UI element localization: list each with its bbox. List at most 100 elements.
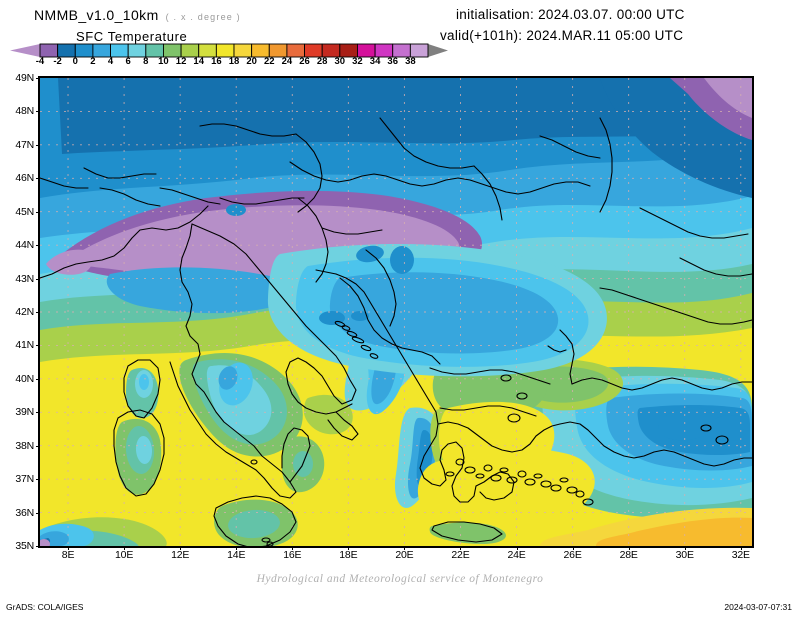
latitude-tick-mark [36,345,40,346]
map-outline [475,471,515,501]
longitude-tick-mark [348,546,349,550]
colorbar-tick: 14 [193,56,205,67]
model-units: ( . x . degree ) [165,12,241,22]
cold-dot-austria [226,204,246,216]
longitude-tick-label: 20E [395,549,414,561]
cold-dot-hungary-2 [351,311,369,321]
colorbar-tick: 10 [158,56,169,67]
island-outline [455,458,465,466]
map-outline [559,421,752,467]
longitude-tick-label: 8E [61,549,75,561]
latitude-tick-mark [36,212,40,213]
map-outline [547,345,567,353]
levant-orange-deep [596,517,752,546]
colorbar-tick: 16 [211,56,222,67]
island-outline [483,464,493,472]
map-canvas [38,76,754,548]
map-outline [40,177,89,189]
latitude-tick-label: 45N [15,205,34,218]
longitude-tick-mark [404,546,405,550]
island-outline [506,476,518,484]
sardinia-inner-core [135,436,153,464]
corsica-inner-core [139,374,149,390]
map-outline [281,427,311,483]
apulia-green [303,394,353,435]
valid-time: valid(+101h): 2024.MAR.11 05:00 UTC [440,28,684,43]
apennines-deep-core [218,366,238,390]
latitude-tick-mark [36,111,40,112]
model-title: NMMB_v1.0_10km ( . x . degree ) [34,7,241,23]
longitude-tick-label: 24E [507,549,526,561]
island-outline [559,477,569,483]
island-outline [566,486,578,494]
map-outline [365,249,397,327]
island-outline [464,466,476,474]
colorbar-under-arrow [10,44,40,57]
colorbar-tick: -4 [35,56,45,67]
map-outline [321,227,383,235]
map-outline [169,223,297,499]
service-credit: Hydrological and Meteorological service … [256,573,544,585]
latitude-tick-mark [36,446,40,447]
map-outline [559,329,575,385]
colorbar-swatches [10,43,448,58]
island-outline [575,490,585,498]
longitude-tick-mark [124,546,125,550]
model-name: NMMB_v1.0_10km [34,7,159,23]
latitude-tick-label: 48N [15,105,34,118]
island-outline [540,480,552,488]
map-outline [123,359,161,419]
latitude-tick-mark [36,379,40,380]
island-outline [346,330,358,338]
cold-dot-moldova [390,246,414,274]
latitude-tick-mark [36,412,40,413]
map-outline [297,197,329,283]
map-outline [335,273,477,503]
colorbar-tick: -2 [53,56,62,67]
longitude-tick-mark [236,546,237,550]
island-outline [351,336,365,344]
colorbar-tick: 2 [90,56,96,67]
map-outline [289,161,591,195]
longitude-tick-mark [741,546,742,550]
longitude-tick-mark [573,546,574,550]
latitude-tick-mark [36,546,40,547]
longitude-tick-mark [68,546,69,550]
anatolia-cold-spot [658,407,718,441]
island-outline [582,498,594,506]
render-timestamp: 2024-03-07-07:31 [724,602,792,612]
longitude-tick-label: 14E [227,549,246,561]
latitude-tick-label: 41N [15,339,34,352]
colorbar-tick: 36 [387,56,399,67]
colorbar-tick: 32 [352,56,363,67]
map-outline [99,187,161,207]
colorbar-tick: 18 [228,56,240,67]
map-outline [473,165,503,221]
island-outline [517,470,527,478]
map-outline [379,117,475,169]
island-outline [250,459,258,465]
latitude-tick-label: 38N [15,439,34,452]
colorbar: -4 -2 0 2 4 6 8 10 12 14 16 18 20 22 24 26 28 30 32 34 36 38 [4,42,450,72]
map-outline [639,207,749,239]
longitude-tick-label: 10E [115,549,134,561]
band-ne-under [704,78,752,118]
latitude-tick-mark [36,479,40,480]
graticule [40,78,752,546]
longitude-tick-mark [460,546,461,550]
field-title: SFC Temperature [76,29,188,44]
map-outline [539,135,601,159]
latitude-tick-mark [36,78,40,79]
longitude-tick-label: 28E [619,549,638,561]
latitude-tick-mark [36,145,40,146]
longitude-tick-label: 12E [171,549,190,561]
tunisia-violet-spot [40,539,50,546]
map-outline [295,133,323,213]
longitude-tick-label: 26E [563,549,582,561]
colorbar-tick: 8 [143,56,149,67]
longitude-tick-label: 16E [283,549,302,561]
map-outline [679,257,752,277]
longitude-tick-mark [629,546,630,550]
colorbar-tick: 30 [334,56,346,67]
